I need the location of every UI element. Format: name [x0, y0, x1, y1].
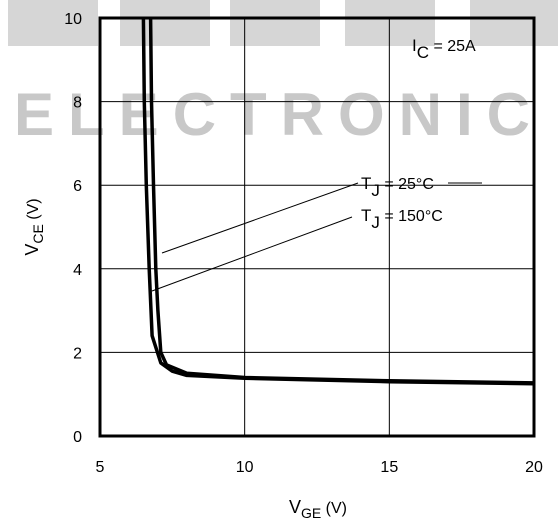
condition-label: IC = 25A — [412, 36, 476, 62]
y-tick-label: 10 — [64, 11, 82, 28]
x-tick-label: 5 — [96, 459, 105, 476]
y-axis-label: VCE (V) — [22, 198, 46, 255]
x-tick-label: 15 — [380, 459, 398, 476]
y-tick-label: 8 — [73, 95, 82, 112]
grid-lines — [100, 18, 534, 436]
watermark-layer: ELECTRONIC — [8, 0, 558, 148]
x-axis-ticks: 5 10 15 20 — [96, 459, 543, 476]
watermark-bar — [345, 0, 435, 46]
series-line-1 — [141, 17, 535, 386]
y-tick-label: 6 — [73, 178, 82, 195]
plot-frame — [98, 16, 536, 438]
x-axis-label: VGE (V) — [289, 497, 347, 521]
x-tick-label: 10 — [236, 459, 254, 476]
watermark-bar — [120, 0, 210, 46]
watermark-bar — [230, 0, 320, 46]
series-layer — [141, 17, 535, 386]
y-tick-label: 4 — [73, 262, 82, 279]
watermark-bar — [8, 0, 98, 46]
annotation-tj-150c: TJ = 150°C — [361, 206, 443, 232]
x-tick-label: 20 — [525, 459, 543, 476]
y-tick-label: 2 — [73, 345, 82, 362]
y-axis-ticks: 0 2 4 6 8 10 — [64, 11, 82, 446]
leader-line-150c — [151, 216, 353, 292]
annotation-tj-25c: TJ = 25°C — [361, 174, 434, 200]
y-tick-label: 0 — [73, 429, 82, 446]
leader-line-25c — [161, 182, 359, 254]
watermark-text: ELECTRONIC — [14, 81, 544, 148]
watermark-bar — [470, 0, 558, 46]
series-line-0 — [148, 17, 535, 385]
